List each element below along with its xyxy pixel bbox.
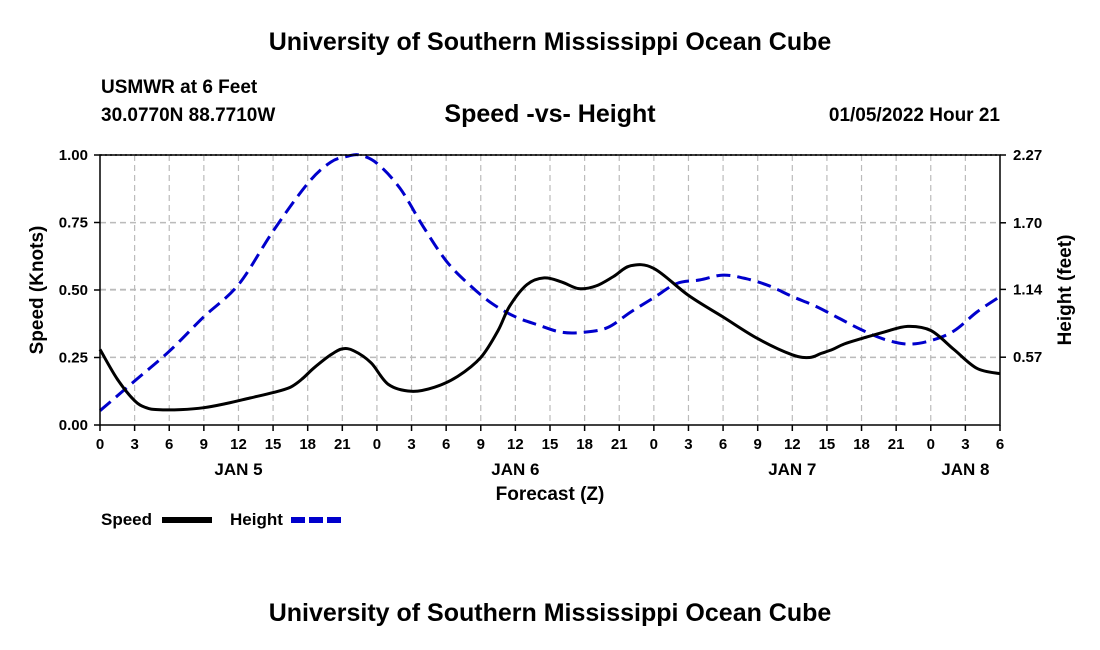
footer-title: University of Southern Mississippi Ocean… (268, 599, 832, 627)
day-label: JAN 5 (214, 460, 262, 479)
x-tick-label: 0 (927, 436, 935, 453)
y-tick-label-right: 0.57 (1013, 349, 1042, 366)
page-title: University of Southern Mississippi Ocean… (268, 28, 832, 56)
y-tick-label-right: 2.27 (1013, 147, 1042, 164)
x-tick-label: 18 (576, 436, 593, 453)
series-layer (98, 153, 1001, 412)
x-tick-label: 15 (265, 436, 282, 453)
y-tick-label-right: 1.70 (1013, 215, 1042, 232)
y-tick-label-left: 1.00 (59, 147, 88, 164)
x-tick-label: 9 (754, 436, 762, 453)
legend-label-speed: Speed (101, 510, 152, 529)
x-tick-label: 18 (299, 436, 316, 453)
y-tick-label-left: 0.25 (59, 350, 88, 367)
x-axis-label: Forecast (Z) (496, 484, 605, 505)
x-tick-label: 18 (853, 436, 870, 453)
day-label: JAN 7 (768, 460, 816, 479)
axes: 0 3 6 9 12 15 18 21 0 3 6 9 12 15 18 21 0 3 6 9 12 15 18 21 0 3 6J… (59, 147, 1043, 479)
x-tick-label: 3 (407, 436, 415, 453)
y-tick-label-left: 0.75 (59, 215, 88, 232)
x-tick-label: 9 (200, 436, 208, 453)
series-line-height (99, 153, 1001, 412)
day-label: JAN 6 (491, 460, 539, 479)
x-tick-label: 15 (819, 436, 836, 453)
y-axis-label-right: Height (feet) (1055, 235, 1076, 346)
legend: Speed Height (101, 510, 343, 529)
x-tick-label: 12 (507, 436, 524, 453)
x-tick-label: 9 (477, 436, 485, 453)
x-tick-label: 6 (165, 436, 173, 453)
x-tick-label: 12 (784, 436, 801, 453)
chart-title: Speed -vs- Height (444, 100, 656, 128)
y-tick-label-right: 1.14 (1013, 281, 1043, 298)
y-tick-label-left: 0.50 (59, 282, 88, 299)
x-tick-label: 21 (611, 436, 628, 453)
x-tick-label: 0 (373, 436, 381, 453)
series-line-speed (98, 263, 1001, 412)
x-tick-label: 6 (719, 436, 727, 453)
legend-label-height: Height (230, 510, 283, 529)
x-tick-label: 6 (442, 436, 450, 453)
x-tick-label: 3 (684, 436, 692, 453)
x-tick-label: 12 (230, 436, 247, 453)
y-tick-label-left: 0.00 (59, 417, 88, 434)
station-label: USMWR at 6 Feet (101, 77, 258, 98)
x-tick-label: 0 (96, 436, 104, 453)
x-tick-label: 0 (650, 436, 658, 453)
y-axis-label-left: Speed (Knots) (27, 226, 48, 355)
x-tick-label: 21 (888, 436, 905, 453)
x-tick-label: 6 (996, 436, 1004, 453)
x-tick-label: 3 (130, 436, 138, 453)
forecast-datestamp: 01/05/2022 Hour 21 (828, 105, 1000, 126)
x-tick-label: 15 (542, 436, 559, 453)
x-tick-label: 3 (961, 436, 969, 453)
station-coordinates: 30.0770N 88.7710W (101, 105, 276, 126)
day-label: JAN 8 (941, 460, 989, 479)
x-tick-label: 21 (334, 436, 351, 453)
